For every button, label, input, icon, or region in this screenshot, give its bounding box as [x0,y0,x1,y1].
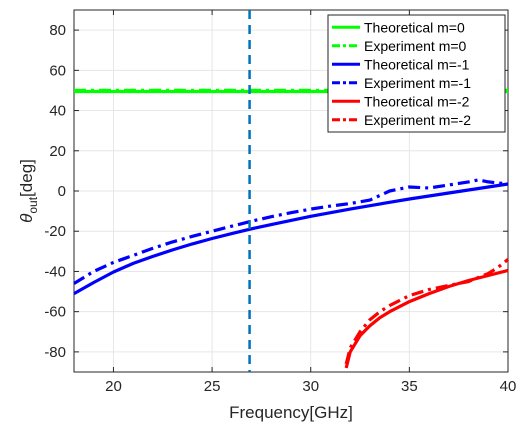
x-axis-title: Frequency[GHz] [229,403,353,422]
legend-label-6: Experiment m=-2 [364,112,471,128]
legend-label-2: Experiment m=0 [364,38,467,54]
y-axis-symbol: θ [17,213,36,223]
legend-label-5: Theoretical m=-2 [364,93,470,109]
y-tick-label: 60 [49,62,66,79]
legend-label-3: Theoretical m=-1 [364,56,470,72]
legend: Theoretical m=0 Experiment m=0 Theoretical… [327,14,506,133]
y-tick-label: 0 [58,183,66,200]
legend-box [327,14,506,133]
x-tick-label: 40 [500,378,517,395]
y-tick-label: -40 [44,263,66,280]
y-tick-label: -60 [44,304,66,321]
legend-label-4: Experiment m=-1 [364,75,471,91]
y-tick-label: -80 [44,344,66,361]
x-tick-label: 25 [204,378,221,395]
axes [73,9,509,373]
x-tick-label: 20 [105,378,122,395]
axes-box [73,9,509,373]
y-tick-label: -20 [44,223,66,240]
x-tick-label: 30 [302,378,319,395]
y-tick-label: 80 [49,22,66,39]
y-tick-label: 40 [49,103,66,120]
series-line-4 [73,178,509,285]
series-line-3 [73,182,509,295]
x-tick-labels: 20 25 30 35 40 [105,378,516,395]
y-axis-unit: [deg] [17,159,36,197]
legend-label-1: Theoretical m=0 [364,19,465,35]
series-line-5 [344,268,509,369]
x-tick-label: 35 [401,378,418,395]
series-layer [73,88,510,369]
y-axis-title: θout[deg] [17,159,40,223]
series-line-6 [344,258,510,365]
y-tick-labels: -80 -60 -40 -20 0 20 40 60 80 [44,22,66,361]
y-axis-subscript: out [26,196,40,213]
y-tick-label: 20 [49,143,66,160]
